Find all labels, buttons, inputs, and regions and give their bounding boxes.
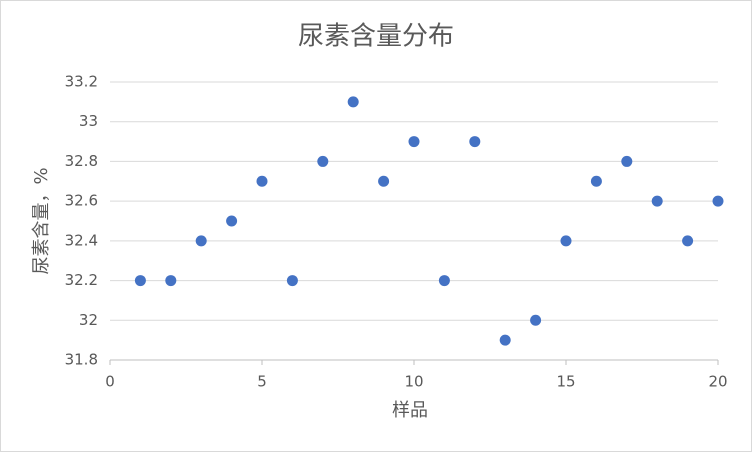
point (347, 96, 359, 108)
point (590, 175, 602, 187)
point (378, 175, 390, 187)
y-axis-label: 尿素含量，% (31, 167, 52, 274)
y-tick-label: 32.6 (65, 192, 98, 210)
point (499, 334, 511, 346)
point (317, 155, 329, 167)
point (712, 195, 724, 207)
y-tick-label: 33.2 (65, 73, 98, 91)
point (165, 275, 177, 287)
y-tick-label: 32.8 (65, 152, 98, 170)
chart-title: 尿素含量分布 (298, 22, 454, 52)
point (226, 215, 238, 227)
x-axis-label: 样品 (392, 400, 428, 421)
point (469, 136, 481, 148)
point (651, 195, 663, 207)
x-tick-label: 15 (556, 373, 575, 391)
y-tick-label: 32.4 (65, 231, 98, 249)
point (134, 275, 146, 287)
x-tick-label: 5 (257, 373, 267, 391)
point (408, 136, 420, 148)
point (256, 175, 268, 187)
y-tick-label: 32.2 (65, 271, 98, 289)
x-tick-label: 20 (708, 373, 727, 391)
x-tick-label: 10 (404, 373, 423, 391)
point (438, 275, 450, 287)
y-tick-label: 33 (79, 112, 98, 130)
y-tick-label: 31.8 (65, 351, 98, 369)
point (621, 155, 633, 167)
point (560, 235, 572, 247)
y-tick-label: 32 (79, 311, 98, 329)
x-tick-label: 0 (105, 373, 115, 391)
point (682, 235, 694, 247)
point (195, 235, 207, 247)
point (530, 314, 542, 326)
point (286, 275, 298, 287)
